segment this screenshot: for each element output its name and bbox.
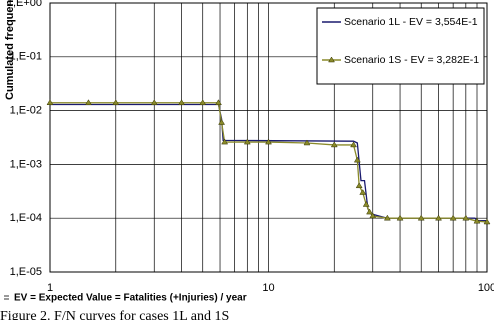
y-tick-label: 1,E-01 xyxy=(10,51,42,63)
legend-label: Scenario 1S - EV = 3,282E-1 xyxy=(344,54,479,66)
legend-marker xyxy=(328,56,335,63)
data-point xyxy=(449,214,457,221)
data-point xyxy=(369,212,377,219)
data-point xyxy=(178,99,185,105)
y-tick-label: 1,E-03 xyxy=(10,158,42,170)
y-axis-title: Cumulated frequency (1/year) xyxy=(4,0,16,100)
data-point xyxy=(150,99,158,105)
data-point xyxy=(362,200,370,207)
x-tick-label: 10 xyxy=(262,282,274,294)
data-point xyxy=(396,214,404,221)
data-point xyxy=(366,208,373,215)
data-point xyxy=(417,214,425,221)
data-point xyxy=(265,138,272,145)
data-point xyxy=(350,141,357,148)
data-point xyxy=(462,214,470,221)
data-point xyxy=(303,139,311,146)
legend-box xyxy=(316,7,485,85)
data-point xyxy=(359,189,367,195)
data-point xyxy=(85,99,92,105)
y-tick-label: 1,E-04 xyxy=(10,212,42,224)
data-line xyxy=(50,102,488,223)
data-point xyxy=(199,99,207,105)
data-point xyxy=(221,138,229,145)
footnote: EV = Expected Value = Fatalities (+Injur… xyxy=(14,293,247,304)
caption: Figure 2. F/N curves for cases 1L and 1S xyxy=(0,309,229,320)
data-point xyxy=(330,141,338,148)
y-tick-label: 1,E+00 xyxy=(7,0,42,9)
y-tick-label: 1,E-05 xyxy=(10,266,42,278)
data-point xyxy=(218,119,226,125)
data-point xyxy=(355,182,363,189)
x-tick-label: 1 xyxy=(47,282,53,294)
data-point xyxy=(383,214,391,221)
legend-label: Scenario 1L - EV = 3,554E-1 xyxy=(344,16,478,28)
x-tick-label: 100 xyxy=(478,282,494,294)
y-tick-label: 1,E-02 xyxy=(10,105,42,117)
data-point xyxy=(46,99,54,105)
data-point xyxy=(214,99,222,105)
data-point xyxy=(483,218,491,225)
data-point xyxy=(112,99,120,105)
data-point xyxy=(353,156,361,163)
data-point xyxy=(435,214,442,221)
data-point xyxy=(243,138,251,145)
data-point xyxy=(473,217,481,224)
